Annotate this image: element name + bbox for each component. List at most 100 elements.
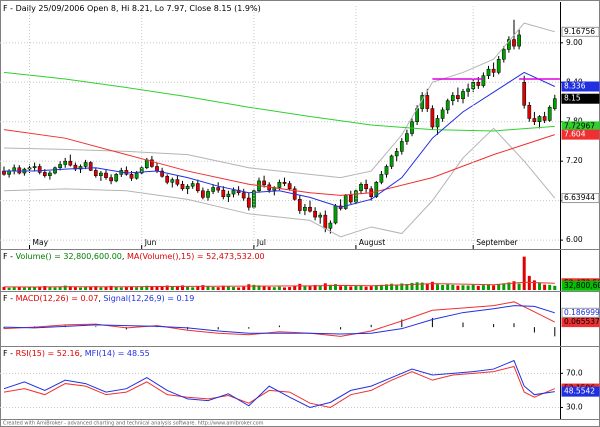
- candle-body: [430, 108, 435, 128]
- candle-body: [170, 179, 175, 183]
- value-label: 6.63944: [564, 193, 595, 202]
- volume-bar: [430, 281, 434, 290]
- candle-body: [364, 183, 368, 190]
- volume-bar: [277, 286, 281, 290]
- volume-bar: [318, 286, 322, 290]
- value-label: 7.604: [564, 130, 586, 139]
- candle-body: [78, 166, 83, 170]
- candle-body: [348, 195, 353, 203]
- candle-body: [88, 162, 93, 171]
- volume-bar: [481, 285, 485, 290]
- volume-bar: [181, 285, 184, 290]
- indicator-line: [3, 71, 555, 132]
- candle-body: [155, 166, 159, 172]
- candle-body: [333, 205, 338, 224]
- candle-body: [277, 181, 282, 188]
- volume-bar: [237, 287, 241, 290]
- candle-body: [226, 193, 231, 197]
- indicator-line: [3, 281, 555, 288]
- volume-bar: [272, 287, 276, 290]
- panel-title: F - Daily 25/09/2006 Open 8, Hi 8.21, Lo…: [3, 4, 261, 13]
- title-part: ,: [98, 294, 103, 303]
- volume-bar: [211, 286, 215, 290]
- volume-bar: [2, 286, 6, 290]
- volume-bar: [308, 286, 312, 290]
- volume-bar: [344, 285, 348, 290]
- volume-bar: [395, 284, 399, 290]
- volume-bar: [104, 286, 108, 290]
- candle-body: [461, 91, 465, 99]
- value-box: [561, 386, 600, 397]
- volume-bar: [512, 281, 516, 290]
- value-box: [561, 93, 600, 104]
- volume-bar: [109, 285, 113, 290]
- value-label: 9.16756: [564, 27, 595, 36]
- x-tick-label: Jul: [256, 238, 266, 247]
- volume-bar: [28, 287, 31, 290]
- candle-body: [190, 183, 195, 187]
- volume-bar: [334, 284, 337, 290]
- volume-bar: [160, 286, 164, 290]
- volume-bar: [12, 287, 16, 290]
- volume-bar: [84, 286, 88, 290]
- volume-bar: [206, 286, 210, 290]
- candle-body: [165, 176, 170, 183]
- candle-body: [512, 39, 516, 47]
- volume-bar: [487, 284, 490, 290]
- candle-body: [129, 174, 134, 179]
- volume-bar: [461, 285, 465, 290]
- candle-body: [308, 206, 312, 212]
- volume-bar: [441, 284, 445, 290]
- y-tick-label: 30.0: [566, 402, 583, 411]
- volume-bar: [446, 284, 450, 290]
- volume-bar: [221, 285, 225, 290]
- candle-body: [491, 68, 496, 73]
- candle-body: [48, 172, 52, 176]
- volume-bar: [415, 282, 419, 290]
- volume-bar: [532, 280, 536, 290]
- candle-body: [450, 95, 455, 101]
- value-label: 8.15: [564, 94, 581, 103]
- candle-body: [313, 210, 317, 218]
- candle-body: [17, 167, 22, 174]
- volume-bar: [135, 287, 139, 290]
- volume-bar: [543, 284, 547, 290]
- volume-bar: [38, 286, 42, 290]
- volume-bar: [99, 287, 103, 290]
- volume-bar: [165, 285, 169, 290]
- volume-bar: [33, 287, 37, 290]
- volume-bar: [73, 287, 77, 290]
- candle-body: [405, 133, 409, 142]
- candle-body: [58, 164, 62, 169]
- candle-body: [175, 179, 180, 185]
- volume-bar: [349, 286, 353, 290]
- volume-bar: [196, 286, 200, 290]
- volume-bar: [359, 285, 363, 290]
- volume-bar: [323, 283, 327, 290]
- volume-bar: [43, 286, 47, 290]
- volume-bar: [63, 285, 67, 290]
- indicator-line: [3, 359, 555, 408]
- candle-body: [195, 183, 200, 192]
- candle-body: [68, 160, 73, 166]
- volume-bar: [420, 282, 424, 290]
- candle-body: [303, 206, 307, 211]
- title-part: RSI(15) = 52.16: [16, 349, 80, 358]
- value-label: 0.186999: [564, 308, 600, 317]
- volume-bar: [17, 286, 21, 290]
- volume-bar: [502, 283, 506, 290]
- candle-body: [501, 49, 506, 60]
- candle-body: [486, 68, 491, 76]
- volume-bar: [303, 285, 307, 290]
- value-label: 32,800,600: [564, 281, 600, 290]
- volume-bar: [7, 287, 11, 290]
- y-tick-label: 70.0: [566, 368, 583, 377]
- volume-bar: [68, 286, 72, 290]
- volume-bar: [293, 285, 297, 290]
- volume-bar: [517, 283, 521, 290]
- indicator-line: [3, 305, 555, 335]
- candle-body: [53, 167, 57, 174]
- title-part: MA(Volume(),15) = 52,473,532.00: [127, 252, 265, 261]
- candle-body: [496, 59, 501, 73]
